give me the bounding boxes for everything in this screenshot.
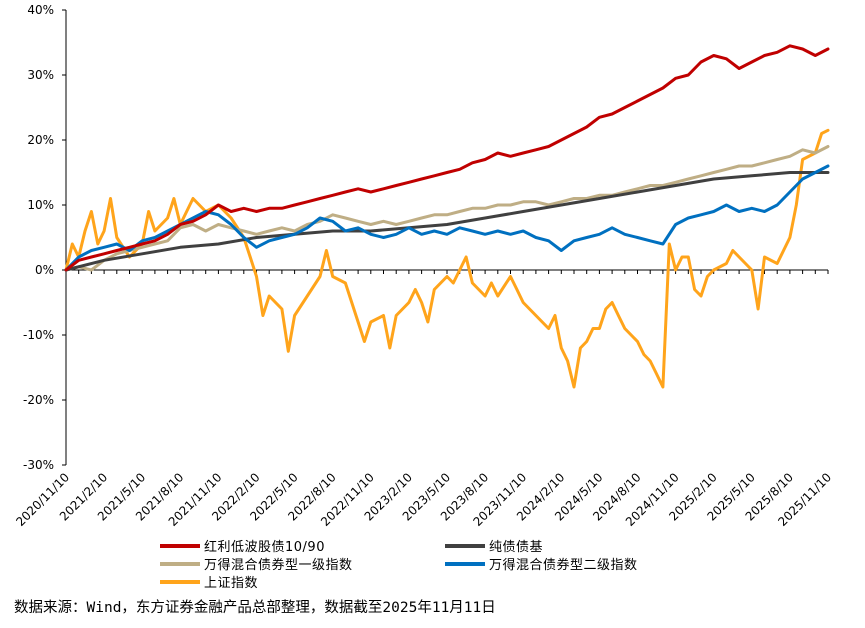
y-tick-label: -10%	[23, 328, 54, 342]
line-chart: -30%-20%-10%0%10%20%30%40% 2020/11/10202…	[13, 3, 834, 591]
legend-label: 纯债债基	[489, 540, 543, 555]
y-tick-label: -30%	[23, 458, 54, 472]
series-line-1	[64, 171, 830, 272]
y-tick-label: 0%	[35, 263, 54, 277]
legend-label: 上证指数	[204, 576, 258, 591]
legend-label: 万得混合债券型一级指数	[204, 557, 353, 573]
y-tick-label: 40%	[27, 3, 54, 17]
source-note: 数据来源：Wind，东方证券金融产品总部整理，数据截至2025年11月11日	[14, 600, 496, 616]
series-line-2	[64, 145, 830, 272]
series-line-3	[64, 164, 830, 272]
y-tick-label: -20%	[23, 393, 54, 407]
y-axis: -30% -20% -10% 0% 10% 20% 30% 40%	[23, 3, 67, 472]
y-tick-label: 10%	[27, 198, 54, 212]
series-line-4	[64, 128, 830, 389]
y-tick-label: 30%	[27, 68, 54, 82]
y-tick-label: 20%	[27, 133, 54, 147]
legend-label: 红利低波股债10/90	[204, 539, 325, 555]
series-layer	[64, 44, 830, 389]
series-line-0	[64, 44, 830, 272]
legend-label: 万得混合债券型二级指数	[489, 557, 638, 573]
